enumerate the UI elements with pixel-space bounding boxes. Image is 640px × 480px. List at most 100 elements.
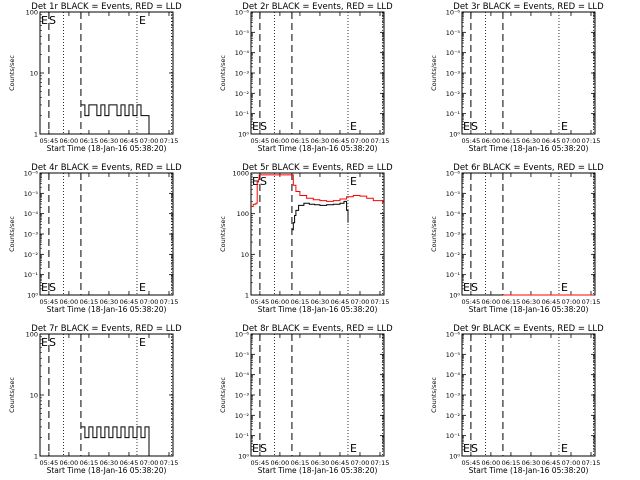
y-axis-label: Counts/sec: [8, 377, 16, 413]
panel-title: Det 5r BLACK = Events, RED = LLD: [242, 163, 393, 173]
x-tick-label: 06:00: [60, 298, 79, 306]
start-flag-s: S: [49, 281, 56, 294]
x-tick-label: 07:00: [140, 459, 159, 467]
start-flag-e: E: [41, 14, 48, 27]
x-tick-label: 06:15: [291, 298, 310, 306]
y-tick-label: 10⁻⁴: [24, 210, 39, 218]
x-tick-label: 06:15: [80, 459, 99, 467]
x-tick-label: 06:00: [482, 459, 501, 467]
y-tick-label: 10⁻⁴: [446, 210, 461, 218]
x-axis-label: Start Time (18-Jan-16 05:38:20): [47, 144, 167, 153]
y-tick-label: 10⁻⁴: [446, 371, 461, 379]
y-axis-label: Counts/sec: [430, 377, 438, 413]
y-tick-label: 1000: [232, 170, 249, 178]
series-line-events: [80, 104, 150, 134]
y-tick-label: 10⁻¹: [446, 432, 461, 440]
start-flag-s: S: [471, 120, 478, 133]
y-tick-label: 10⁻⁴: [446, 49, 461, 57]
plot-frame: [39, 172, 174, 296]
y-tick-label: 10⁰: [238, 131, 249, 139]
y-tick-label: 10⁰: [27, 292, 38, 300]
y-tick-label: 10⁰: [238, 453, 249, 461]
start-flag-s: S: [260, 120, 267, 133]
panel-5: Det 5r BLACK = Events, RED = LLD 1 10 100 10…: [219, 163, 393, 314]
y-tick-label: 10⁻²: [24, 251, 39, 259]
x-tick-label: 06:45: [120, 137, 139, 145]
plot-frame: [461, 172, 596, 296]
y-tick-label: 10⁻⁶: [446, 331, 461, 339]
y-tick-label: 10⁻⁶: [446, 9, 461, 17]
x-tick-label: 07:15: [582, 137, 601, 145]
y-tick-label: 10⁻⁵: [235, 29, 250, 37]
y-tick-label: 10⁰: [449, 131, 460, 139]
end-flag-e: E: [139, 14, 146, 27]
x-axis-label: Start Time (18-Jan-16 05:38:20): [258, 466, 378, 475]
x-axis-label: Start Time (18-Jan-16 05:38:20): [47, 466, 167, 475]
plot-frame: [39, 333, 174, 457]
y-axis-label: Counts/sec: [219, 377, 227, 413]
y-tick-label: 10⁻³: [446, 392, 461, 400]
y-tick-label: 10⁻²: [235, 412, 250, 420]
y-tick-label: 10⁻⁵: [446, 29, 461, 37]
plot-frame: [250, 11, 385, 135]
plot-frame: [461, 11, 596, 135]
y-tick-label: 10⁻¹: [235, 432, 250, 440]
y-tick-label: 10⁻⁵: [24, 190, 39, 198]
y-axis-label: Counts/sec: [219, 55, 227, 91]
y-tick-label: 10⁻³: [235, 70, 250, 78]
y-tick-label: 10: [30, 392, 38, 400]
panel-3: Det 3r BLACK = Events, RED = LLD 10⁰ 10⁻¹ 1…: [430, 2, 604, 153]
x-tick-label: 06:15: [502, 459, 521, 467]
panel-4: Det 4r BLACK = Events, RED = LLD 10⁰ 10⁻¹ 1…: [8, 163, 182, 314]
panel-title: Det 4r BLACK = Events, RED = LLD: [31, 163, 182, 173]
end-flag-e: E: [561, 442, 568, 455]
x-tick-label: 06:30: [100, 298, 119, 306]
x-tick-label: 06:15: [291, 137, 310, 145]
series-line-events: [291, 200, 349, 231]
y-tick-label: 10⁻⁵: [446, 351, 461, 359]
end-flag-e: E: [561, 281, 568, 294]
panel-2: Det 2r BLACK = Events, RED = LLD 10⁰ 10⁻¹ 1…: [219, 2, 393, 153]
y-axis-label: Counts/sec: [430, 55, 438, 91]
y-tick-label: 10⁻³: [446, 70, 461, 78]
start-flag-e: E: [41, 336, 48, 349]
y-tick-label: 10⁻³: [24, 231, 39, 239]
y-axis-label: Counts/sec: [430, 216, 438, 252]
x-tick-label: 07:00: [351, 459, 370, 467]
end-flag-e: E: [561, 120, 568, 133]
x-tick-label: 07:00: [562, 459, 581, 467]
plot-frame: [250, 172, 385, 296]
y-tick-label: 10: [241, 251, 249, 259]
x-tick-label: 06:45: [331, 298, 350, 306]
x-axis-label: Start Time (18-Jan-16 05:38:20): [469, 305, 589, 314]
y-tick-label: 10⁻¹: [446, 110, 461, 118]
x-tick-label: 06:30: [311, 137, 330, 145]
y-tick-label: 10⁻⁶: [235, 331, 250, 339]
start-flag-s: S: [260, 442, 267, 455]
x-tick-label: 06:00: [271, 459, 290, 467]
plot-frame: [250, 333, 385, 457]
start-flag-e: E: [252, 175, 259, 188]
y-tick-label: 1: [34, 131, 38, 139]
x-tick-label: 05:45: [40, 459, 59, 467]
x-tick-label: 06:30: [522, 137, 541, 145]
panel-title: Det 7r BLACK = Events, RED = LLD: [31, 324, 182, 334]
x-tick-label: 05:45: [462, 298, 481, 306]
series-line-lld: [251, 174, 384, 207]
x-axis-label: Start Time (18-Jan-16 05:38:20): [469, 144, 589, 153]
x-tick-label: 06:00: [60, 459, 79, 467]
x-tick-label: 05:45: [462, 459, 481, 467]
x-tick-label: 07:15: [160, 298, 179, 306]
y-tick-label: 1: [34, 453, 38, 461]
y-tick-label: 10⁰: [449, 453, 460, 461]
x-axis-label: Start Time (18-Jan-16 05:38:20): [258, 305, 378, 314]
x-tick-label: 06:45: [120, 459, 139, 467]
end-flag-e: E: [350, 442, 357, 455]
panel-6: Det 6r BLACK = Events, RED = LLD 10⁰ 10⁻¹ 1…: [430, 163, 604, 314]
x-tick-label: 06:30: [100, 459, 119, 467]
y-tick-label: 10⁻⁴: [235, 49, 250, 57]
x-tick-label: 06:15: [502, 298, 521, 306]
y-tick-label: 10⁻⁶: [446, 170, 461, 178]
y-tick-label: 10⁻³: [446, 231, 461, 239]
panel-7: Det 7r BLACK = Events, RED = LLD 1 10 100 05…: [8, 324, 182, 475]
